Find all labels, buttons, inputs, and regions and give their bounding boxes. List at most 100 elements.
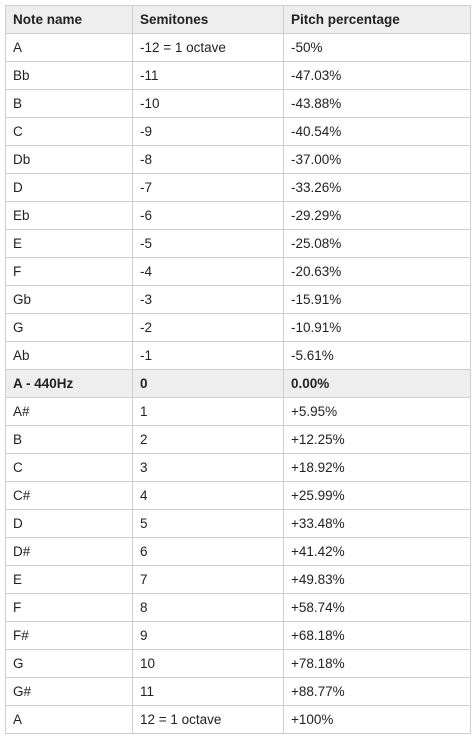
table-header: Note name Semitones Pitch percentage xyxy=(5,5,471,34)
note-name-cell: Ab xyxy=(5,341,133,370)
table-row: C# 4 +25.99% xyxy=(5,481,471,510)
table-row: B 2 +12.25% xyxy=(5,425,471,454)
table-row: C -9 -40.54% xyxy=(5,117,471,146)
note-name-cell: C xyxy=(5,117,133,146)
pitch-percentage-cell: +41.42% xyxy=(283,537,471,566)
table-row: G -2 -10.91% xyxy=(5,313,471,342)
table-row: E -5 -25.08% xyxy=(5,229,471,258)
note-name-cell: Eb xyxy=(5,201,133,230)
note-name-cell: B xyxy=(5,425,133,454)
note-name-cell: B xyxy=(5,89,133,118)
note-name-cell: F# xyxy=(5,621,133,650)
note-name-cell: D# xyxy=(5,537,133,566)
semitones-cell: -8 xyxy=(132,145,284,174)
table-row: C 3 +18.92% xyxy=(5,453,471,482)
table-row: G# 11 +88.77% xyxy=(5,677,471,706)
semitones-cell: -5 xyxy=(132,229,284,258)
table-row: E 7 +49.83% xyxy=(5,565,471,594)
table-body: A -12 = 1 octave -50% Bb -11 -47.03% B -10 -43.8… xyxy=(5,33,471,734)
note-name-cell: G xyxy=(5,649,133,678)
table-row-highlighted: A - 440Hz 0 0.00% xyxy=(5,369,471,398)
table-row: D -7 -33.26% xyxy=(5,173,471,202)
semitones-cell: 3 xyxy=(132,453,284,482)
note-name-cell: Gb xyxy=(5,285,133,314)
note-name-cell: D xyxy=(5,173,133,202)
pitch-percentage-cell: -50% xyxy=(283,33,471,62)
note-name-cell: C xyxy=(5,453,133,482)
note-name-cell: A xyxy=(5,33,133,62)
header-row: Note name Semitones Pitch percentage xyxy=(5,5,471,34)
pitch-percentage-cell: -43.88% xyxy=(283,89,471,118)
pitch-percentage-cell: -33.26% xyxy=(283,173,471,202)
pitch-percentage-cell: +33.48% xyxy=(283,509,471,538)
pitch-percentage-cell: -29.29% xyxy=(283,201,471,230)
table-row: A -12 = 1 octave -50% xyxy=(5,33,471,62)
semitones-cell: -7 xyxy=(132,173,284,202)
pitch-percentage-cell: +5.95% xyxy=(283,397,471,426)
pitch-table: Note name Semitones Pitch percentage A -1… xyxy=(5,5,471,734)
table-row: F 8 +58.74% xyxy=(5,593,471,622)
pitch-percentage-cell: -10.91% xyxy=(283,313,471,342)
note-name-cell: F xyxy=(5,593,133,622)
semitones-cell: -6 xyxy=(132,201,284,230)
note-name-cell: Db xyxy=(5,145,133,174)
semitones-cell: -1 xyxy=(132,341,284,370)
semitones-cell: 12 = 1 octave xyxy=(132,705,284,734)
pitch-percentage-cell: +68.18% xyxy=(283,621,471,650)
pitch-percentage-cell: -40.54% xyxy=(283,117,471,146)
semitones-cell: 5 xyxy=(132,509,284,538)
header-semitones: Semitones xyxy=(132,5,284,34)
note-name-cell: C# xyxy=(5,481,133,510)
semitones-cell: -9 xyxy=(132,117,284,146)
table-row: Bb -11 -47.03% xyxy=(5,61,471,90)
table-row: D 5 +33.48% xyxy=(5,509,471,538)
table-row: Gb -3 -15.91% xyxy=(5,285,471,314)
semitones-cell: 0 xyxy=(132,369,284,398)
note-name-cell: E xyxy=(5,229,133,258)
semitones-cell: -11 xyxy=(132,61,284,90)
table-row: A 12 = 1 octave +100% xyxy=(5,705,471,734)
pitch-percentage-cell: +58.74% xyxy=(283,593,471,622)
semitones-cell: 7 xyxy=(132,565,284,594)
semitones-cell: 8 xyxy=(132,593,284,622)
note-name-cell: D xyxy=(5,509,133,538)
table-row: Eb -6 -29.29% xyxy=(5,201,471,230)
semitones-cell: 10 xyxy=(132,649,284,678)
pitch-percentage-cell: +78.18% xyxy=(283,649,471,678)
note-name-cell: Bb xyxy=(5,61,133,90)
note-name-cell: A# xyxy=(5,397,133,426)
semitones-cell: -10 xyxy=(132,89,284,118)
semitones-cell: 4 xyxy=(132,481,284,510)
pitch-percentage-cell: +12.25% xyxy=(283,425,471,454)
semitones-cell: -12 = 1 octave xyxy=(132,33,284,62)
semitones-cell: 6 xyxy=(132,537,284,566)
pitch-percentage-cell: -47.03% xyxy=(283,61,471,90)
table-row: D# 6 +41.42% xyxy=(5,537,471,566)
pitch-percentage-cell: +88.77% xyxy=(283,677,471,706)
table-row: B -10 -43.88% xyxy=(5,89,471,118)
semitones-cell: -3 xyxy=(132,285,284,314)
pitch-percentage-cell: -25.08% xyxy=(283,229,471,258)
pitch-percentage-cell: +18.92% xyxy=(283,453,471,482)
semitones-cell: 2 xyxy=(132,425,284,454)
header-note-name: Note name xyxy=(5,5,133,34)
pitch-percentage-cell: +100% xyxy=(283,705,471,734)
pitch-percentage-cell: +25.99% xyxy=(283,481,471,510)
note-name-cell: F xyxy=(5,257,133,286)
note-name-cell: A xyxy=(5,705,133,734)
pitch-percentage-cell: -5.61% xyxy=(283,341,471,370)
note-name-cell: A - 440Hz xyxy=(5,369,133,398)
semitones-cell: 9 xyxy=(132,621,284,650)
semitones-cell: 1 xyxy=(132,397,284,426)
pitch-percentage-cell: 0.00% xyxy=(283,369,471,398)
note-name-cell: E xyxy=(5,565,133,594)
pitch-percentage-cell: -15.91% xyxy=(283,285,471,314)
note-name-cell: G# xyxy=(5,677,133,706)
table-row: F -4 -20.63% xyxy=(5,257,471,286)
semitones-cell: -2 xyxy=(132,313,284,342)
table-row: Db -8 -37.00% xyxy=(5,145,471,174)
semitones-cell: 11 xyxy=(132,677,284,706)
note-name-cell: G xyxy=(5,313,133,342)
pitch-percentage-cell: +49.83% xyxy=(283,565,471,594)
table-container: Note name Semitones Pitch percentage A -1… xyxy=(5,5,471,734)
